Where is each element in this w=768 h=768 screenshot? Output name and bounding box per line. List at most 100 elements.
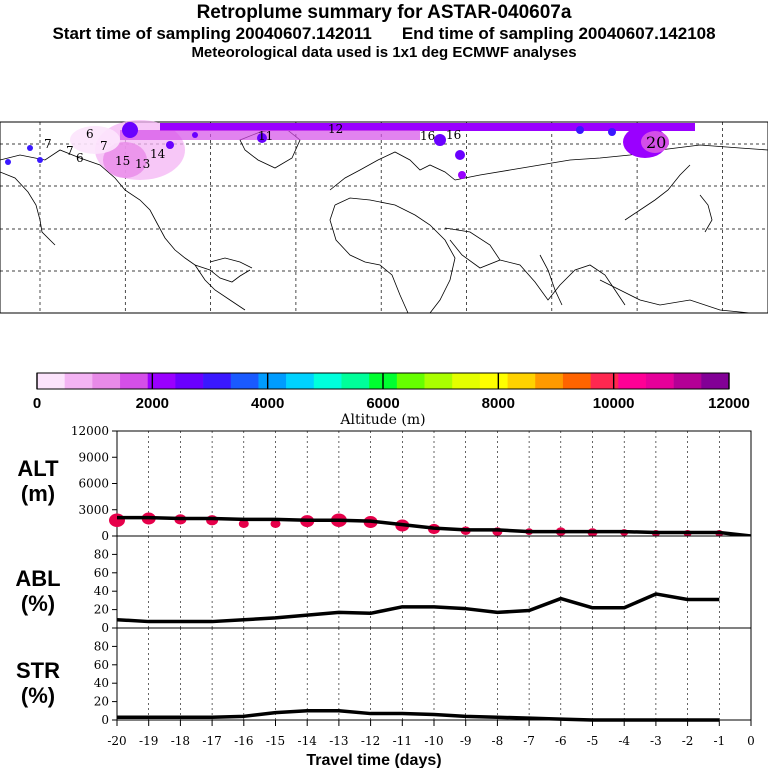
plume-dot [257, 133, 267, 143]
plume-dot [576, 126, 584, 134]
plume-blob-east-core [641, 131, 669, 153]
colorbar-swatch [147, 373, 176, 389]
colorbar-tick-label: 2000 [136, 395, 169, 412]
x-tick-label: -8 [492, 734, 504, 748]
colorbar-swatch [230, 373, 259, 389]
x-tick-label: -17 [202, 734, 221, 748]
x-tick-label: -2 [682, 734, 694, 748]
y-tick-label: 40 [94, 676, 109, 690]
y-tick-label: 9000 [78, 450, 109, 464]
colorbar-swatch [64, 373, 93, 389]
colorbar-swatch [479, 373, 508, 389]
plume-dot [27, 145, 33, 151]
plume-day-label: 11 [258, 129, 273, 143]
coast-europe [329, 151, 456, 191]
coast-japan [699, 194, 713, 233]
y-tick-label: 40 [94, 584, 109, 598]
x-tick-label: -20 [107, 734, 126, 748]
x-axis-title: Travel time (days) [306, 752, 441, 768]
colorbar-tick-label: 6000 [366, 395, 399, 412]
colorbar-swatch [590, 373, 619, 389]
y-tick-label: 80 [94, 547, 109, 561]
y-axis-label: ALT [17, 456, 59, 481]
colorbar-swatch [535, 373, 564, 389]
y-tick-label: 60 [94, 658, 109, 672]
x-tick-label: -10 [424, 734, 443, 748]
plume-dot [608, 128, 616, 136]
y-tick-label: 60 [94, 566, 109, 580]
coast-southeast-asia [599, 279, 751, 314]
sampling-times: Start time of sampling 20040607.142011 En… [0, 24, 768, 44]
plume-dot [5, 159, 11, 165]
plume-day-label: 13 [135, 157, 150, 171]
colorbar-tick-label: 4000 [251, 395, 284, 412]
x-tick-label: -19 [139, 734, 158, 748]
coast-asia-south [499, 259, 626, 306]
x-tick-label: -13 [329, 734, 348, 748]
coast-central-america [194, 264, 246, 311]
coast-africa-west [329, 204, 409, 314]
x-tick-label: -18 [171, 734, 190, 748]
plume-day-label: 12 [328, 122, 343, 136]
plume-band-mid [120, 130, 420, 140]
colorbar-swatch [203, 373, 232, 389]
plume-day-label: 14 [150, 147, 166, 161]
plume-band-top [160, 123, 695, 131]
chart-title: Retroplume summary for ASTAR-040607a [196, 2, 572, 23]
colorbar-swatch [618, 373, 647, 389]
y-tick-label: 0 [101, 529, 109, 543]
colorbar-tick-label: 10000 [593, 395, 635, 412]
met-data-label: Meteorological data used is 1x1 deg ECMW… [191, 44, 577, 61]
coast-asia [454, 144, 768, 181]
plume-day-label: 7 [44, 137, 52, 151]
colorbar-tick-label: 12000 [708, 395, 750, 412]
coast-north-america-2 [0, 171, 56, 246]
y-axis-label: ABL [15, 566, 60, 591]
colorbar-swatch [341, 373, 370, 389]
colorbar-swatch [37, 373, 65, 389]
x-tick-label: -5 [587, 734, 599, 748]
start-time-label: Start time of sampling 20040607.142011 [52, 24, 372, 43]
y-axis-label: STR [16, 658, 60, 683]
plume-day-label: 20 [646, 133, 666, 152]
coast-north-america [0, 149, 251, 283]
plume-dot [455, 150, 465, 160]
colorbar-swatch [175, 373, 204, 389]
coast-east-asia [624, 164, 691, 221]
x-tick-label: -3 [650, 734, 662, 748]
colorbar-swatch [452, 373, 481, 389]
y-tick-label: 0 [101, 621, 109, 635]
plume-day-label: 16 [446, 128, 461, 142]
coast-africa [334, 197, 456, 314]
x-tick-label: -11 [393, 734, 412, 748]
altitude-colorbar: 0 2000 4000 6000 8000 10000 12000 Altitude (m) [33, 372, 750, 428]
x-tick-label: -14 [298, 734, 318, 748]
map-coastlines [0, 127, 768, 314]
end-time-label: End time of sampling 20040607.142108 [401, 24, 716, 43]
y-tick-label: 3000 [78, 503, 109, 517]
colorbar-swatch [396, 373, 425, 389]
plume-overlay [5, 120, 695, 180]
time-series-panels: 030006000900012000ALT(m)020406080ABL(%)0… [15, 424, 754, 768]
x-tick-label: -16 [234, 734, 253, 748]
altitude-point [109, 513, 125, 528]
colorbar-swatch [313, 373, 342, 389]
panel-abl: 0 20 40 60 80 ABL(%) [15, 535, 752, 635]
y-tick-label: 0 [101, 713, 109, 727]
plume-day-label: 6 [76, 151, 84, 165]
y-axis-unit: (%) [21, 683, 55, 708]
x-tick-label: 0 [747, 734, 755, 748]
panel-str: 0 20 40 60 80 STR(%) [16, 627, 752, 727]
colorbar-swatch [562, 373, 591, 389]
x-tick-label: -4 [618, 734, 630, 748]
plume-blob-core [103, 142, 147, 178]
y-tick-label: 12000 [71, 424, 109, 438]
plume-day-label: 7 [100, 139, 108, 153]
x-tick-label: -6 [555, 734, 567, 748]
colorbar-title: Altitude (m) [339, 412, 425, 428]
colorbar-swatch [286, 373, 315, 389]
colorbar-swatch [701, 373, 730, 389]
series-line [116, 592, 720, 624]
